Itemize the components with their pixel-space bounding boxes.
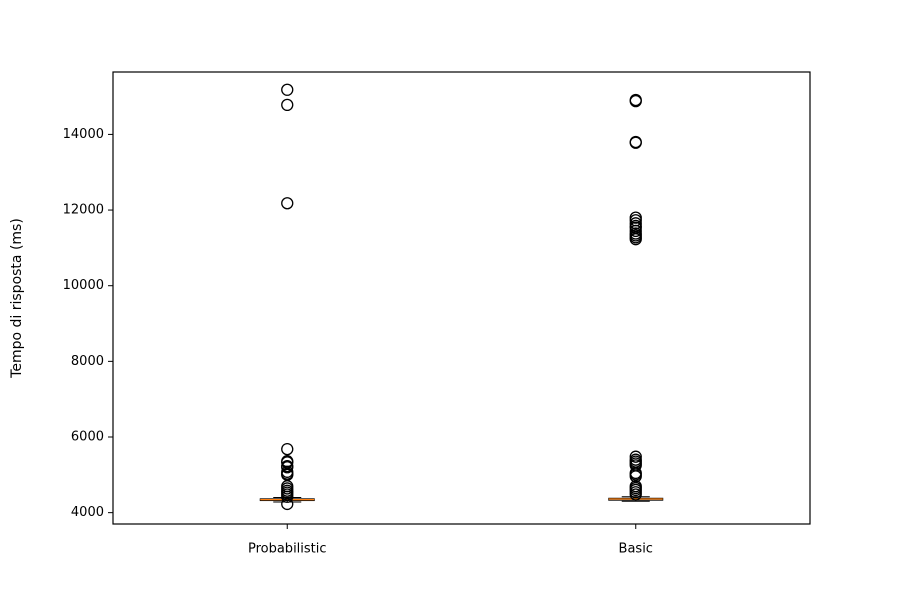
x-tick-label: Probabilistic <box>248 542 327 557</box>
outlier-point <box>629 93 642 107</box>
outlier-point <box>629 217 642 230</box>
y-tick-label: 6000 <box>71 430 104 445</box>
y-axis-title: Tempo di risposta (ms) <box>9 218 25 379</box>
outlier-point <box>281 455 294 468</box>
outlier-point <box>629 450 642 463</box>
outlier-point <box>281 98 294 112</box>
box-group-basic <box>608 93 664 502</box>
outlier-point <box>281 83 294 96</box>
y-tick-label: 12000 <box>63 203 104 218</box>
y-tick-label: 4000 <box>71 505 104 520</box>
y-tick-label: 8000 <box>71 354 104 369</box>
x-tick-label: Basic <box>619 542 653 557</box>
x-axis: Probabilistic Basic <box>248 524 653 557</box>
outlier-point <box>629 135 642 149</box>
outlier-point <box>629 211 642 224</box>
outlier-point <box>629 480 642 493</box>
outlier-point <box>629 453 642 466</box>
y-tick-label: 14000 <box>63 127 104 142</box>
y-tick-label: 10000 <box>63 278 104 293</box>
outlier-point <box>281 442 294 456</box>
plot-frame <box>112 71 811 525</box>
outlier-point <box>281 459 294 473</box>
plot-content <box>259 83 664 511</box>
y-axis: 4000 6000 8000 10000 12000 14000 <box>63 127 113 520</box>
outlier-point <box>281 197 294 210</box>
box-group-probabilistic <box>259 83 315 511</box>
